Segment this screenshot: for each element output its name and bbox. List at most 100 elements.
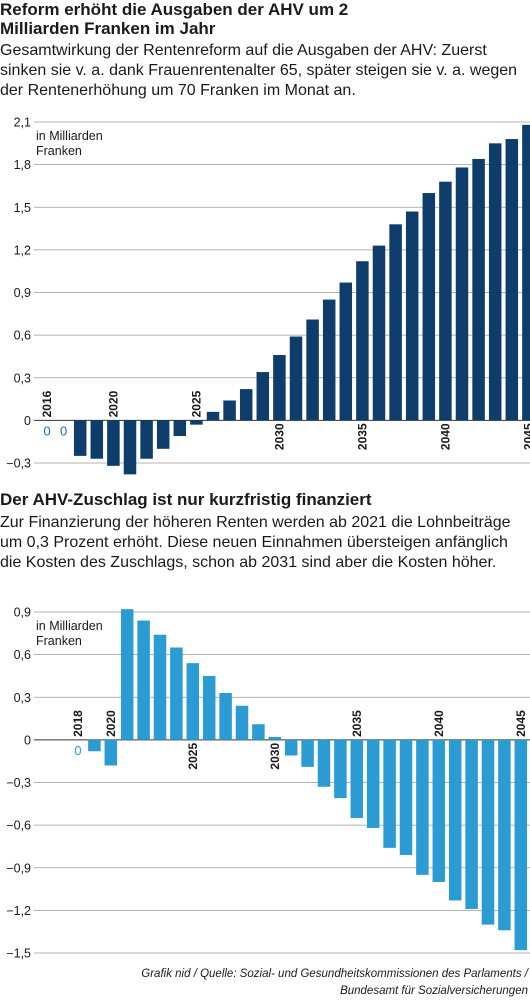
bar-2032 [301,739,314,767]
year-label-2025: 2025 [186,743,200,770]
bar-2021 [123,420,137,475]
chart2-title: Der AHV-Zuschlag ist nur kurzfristig fin… [0,490,372,509]
y-tick-label: 0,9 [14,606,31,620]
year-label-group: 2020 [104,710,118,737]
bar-2019 [88,739,101,752]
bar-2039 [416,739,429,875]
bar-2025 [186,663,200,740]
year-label-group: 2045 [521,423,530,450]
bar-2021 [120,609,134,740]
y-tick-label: 1,8 [14,158,31,172]
y-tick-label: 0,6 [14,329,31,343]
y-tick-label: 2,1 [14,116,31,130]
bar-2034 [334,739,347,799]
year-label-2035: 2035 [350,710,364,737]
year-label-group: 2018 [71,710,85,737]
y-tick-label: 0,6 [14,648,31,662]
year-label-group: 2040 [432,710,446,737]
bar-2033 [317,739,331,787]
bar-2024 [173,420,187,437]
year-label-group: 2040 [438,423,452,450]
y-tick-label: 0,3 [14,691,31,705]
bar-2043 [481,739,495,925]
y-tick-label: 0,9 [14,286,31,300]
bar-2026 [202,675,216,740]
zero-value-label: 0 [74,743,81,758]
bar-2039 [422,193,436,421]
year-label-group: 2045 [514,710,528,737]
y-tick-label: 0 [24,733,31,747]
unit-label-line-2: Franken [36,144,82,158]
y-tick-label: −0,3 [6,457,31,471]
bar-2042 [472,158,485,421]
bar-2045 [514,739,528,951]
year-label-group: 2030 [272,423,286,450]
y-tick-label: −1,5 [6,947,31,961]
bar-2025 [190,420,203,425]
bar-2045 [522,124,530,421]
bar-2033 [322,299,336,421]
bar-2024 [170,647,183,740]
zero-value-label: 0 [60,423,67,438]
bar-2035 [356,261,369,421]
year-label-group: 2020 [106,390,120,417]
bar-2032 [306,319,319,421]
bar-2038 [399,739,413,855]
bar-2034 [339,282,353,421]
bar-2037 [389,224,402,421]
year-label-group: 2035 [350,710,364,737]
year-label-2035: 2035 [355,423,369,450]
bar-2030 [268,737,282,740]
year-label-2020: 2020 [104,710,118,737]
year-label-2018: 2018 [71,710,85,737]
bar-2029 [256,372,270,421]
unit-label-line-1: in Milliarden [36,619,103,633]
bar-2036 [372,245,386,421]
bar-2019 [90,420,104,459]
bar-2023 [156,420,170,449]
bar-2040 [432,739,446,882]
bar-2020 [104,739,118,766]
chart2-subtitle: Zur Finanzierung der höheren Renten werd… [0,514,511,571]
year-label-2025: 2025 [189,390,203,417]
year-label-group: 2035 [355,423,369,450]
bar-2041 [455,167,469,421]
bar-2043 [488,143,502,421]
unit-label-line-2: Franken [36,634,82,648]
source-note: Grafik nid / Quelle: Sozial- und Gesundh… [141,966,528,1000]
y-tick-label: −0,6 [6,819,31,833]
source-line-2: Bundesamt für Sozialversicherungen [340,985,528,997]
bar-2028 [239,389,253,421]
bar-2026 [206,411,220,421]
chart1-plot: 2,1 1,8 1,5 1,2 0,9 0,6 0,3 0 −0,3 in MilliardenF… [6,116,530,475]
bar-2023 [153,634,167,740]
unit-label-line-1: in Milliarden [36,129,103,143]
source-line-1: Grafik nid / Quelle: Sozial- und Gesundh… [141,968,528,980]
zero-value-label: 0 [43,423,50,438]
y-tick-label: −0,9 [6,861,31,875]
bar-2038 [405,211,419,421]
bar-2030 [273,355,286,421]
year-label-2040: 2040 [438,423,452,450]
bar-2022 [140,420,153,459]
bar-2031 [289,336,303,421]
bar-2035 [350,739,364,819]
year-label-2040: 2040 [432,710,446,737]
bar-2027 [223,400,236,421]
year-label-2045: 2045 [521,423,530,450]
bar-2041 [448,739,462,901]
year-label-2030: 2030 [268,743,282,770]
chart1-subtitle: Gesamtwirkung der Rentenreform auf die A… [0,42,518,99]
bar-2042 [465,739,478,909]
bar-2037 [383,739,396,848]
chart1-title: Reform erhöht die Ausgaben der AHV um 2 … [0,0,349,38]
bar-2027 [219,692,232,740]
year-label-2030: 2030 [272,423,286,450]
y-tick-label: −0,3 [6,776,31,790]
bar-2018 [73,420,87,456]
bar-2044 [505,139,519,421]
year-label-group: 2025 [186,743,200,770]
bar-2031 [284,739,298,756]
year-label-group: 2025 [189,390,203,417]
